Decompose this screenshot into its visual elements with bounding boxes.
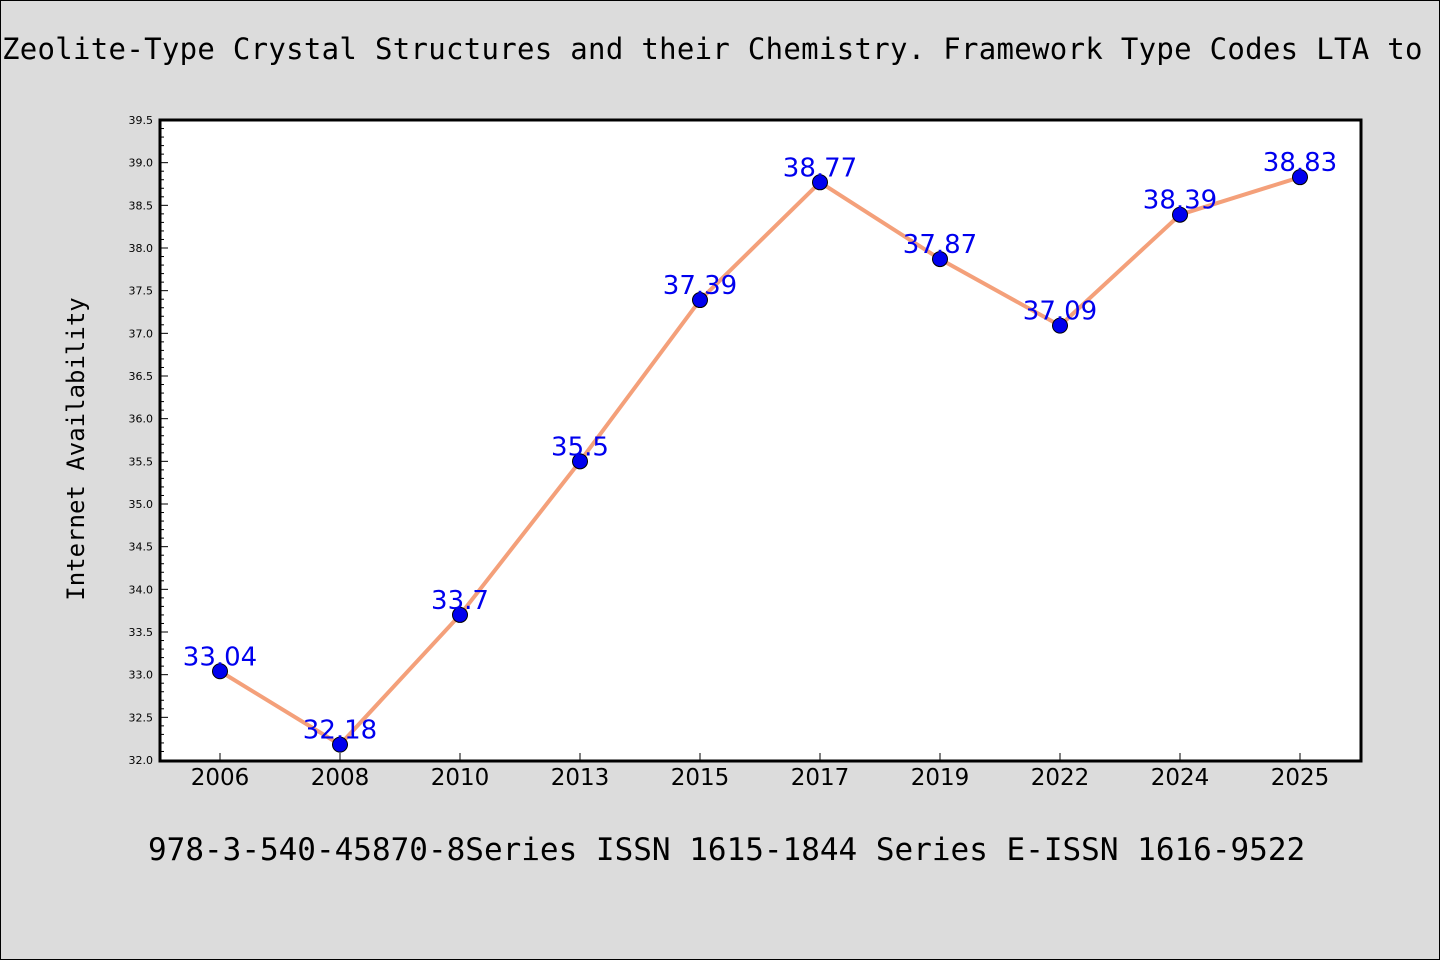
data-point	[692, 292, 708, 309]
data-point	[212, 663, 228, 680]
data-label: 37.87	[903, 230, 977, 260]
plot-border	[158, 118, 1363, 763]
x-tick-label: 2010	[431, 765, 490, 791]
y-tick-label: 37.5	[129, 285, 154, 298]
plot-area	[160, 120, 1361, 761]
y-tick-label: 33.0	[129, 669, 154, 682]
data-point	[1052, 317, 1068, 334]
x-tick-label: 2024	[1151, 765, 1210, 791]
data-label: 38.77	[783, 153, 857, 183]
data-point	[572, 453, 588, 470]
data-point	[332, 736, 348, 753]
y-tick-label: 34.0	[129, 583, 154, 596]
y-tick-label: 39.5	[129, 114, 154, 127]
x-tick-label: 2022	[1031, 765, 1090, 791]
data-label: 35.5	[551, 432, 609, 462]
data-label: 37.39	[663, 271, 737, 301]
data-point	[812, 174, 828, 191]
x-tick-label: 2006	[191, 765, 250, 791]
y-axis-label: Internet Availability	[62, 297, 90, 600]
data-point	[1292, 169, 1308, 186]
y-tick-label: 33.5	[129, 626, 154, 639]
chart-title: Zeolite-Type Crystal Structures and thei…	[2, 32, 1438, 66]
footer-text: 978-3-540-45870-8Series ISSN 1615-1844 S…	[148, 832, 1306, 868]
y-tick-label: 35.0	[129, 498, 154, 511]
y-tick-label: 32.0	[129, 754, 154, 767]
y-tick-label: 32.5	[129, 711, 154, 724]
y-tick-label: 36.0	[129, 413, 154, 426]
data-labels-group: 33.04 32.18 33.7 35.5 37.39 38.77 37.87 37.09 38…	[183, 148, 1337, 745]
data-point	[932, 251, 948, 268]
data-label: 38.83	[1263, 148, 1337, 178]
data-label: 33.04	[183, 642, 257, 672]
y-tick-label: 39.0	[129, 157, 154, 170]
x-tick-label: 2017	[791, 765, 850, 791]
y-tick-label: 37.0	[129, 327, 154, 340]
y-tick-label: 38.5	[129, 199, 154, 212]
x-tick-label: 2008	[311, 765, 370, 791]
data-label: 38.39	[1143, 186, 1217, 216]
data-label: 32.18	[303, 716, 377, 746]
y-tick-label: 35.5	[129, 455, 154, 468]
x-axis: 2006 2008 2010 2013 2015 2017 2019 2022 2024 2025	[191, 753, 1330, 791]
data-label: 33.7	[431, 586, 489, 616]
series-line-group	[212, 169, 1308, 753]
x-tick-label: 2013	[551, 765, 610, 791]
x-tick-label: 2015	[671, 765, 730, 791]
data-point	[452, 606, 468, 623]
series-line	[218, 175, 1301, 747]
x-tick-label: 2019	[911, 765, 970, 791]
y-tick-label: 34.5	[129, 541, 154, 554]
data-label: 37.09	[1023, 297, 1097, 327]
data-point	[1172, 206, 1188, 223]
y-tick-label: 38.0	[129, 242, 154, 255]
y-tick-label: 36.5	[129, 370, 154, 383]
x-tick-label: 2025	[1271, 765, 1330, 791]
